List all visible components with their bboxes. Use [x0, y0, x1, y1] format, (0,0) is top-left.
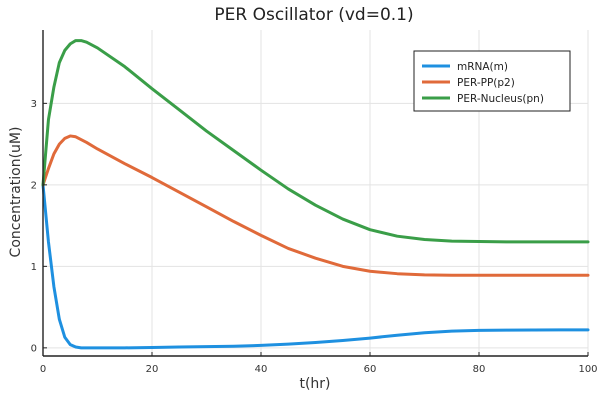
legend-label-2: PER-PP(p2) — [457, 77, 515, 89]
x-tick-label: 20 — [146, 364, 159, 375]
x-axis-label: t(hr) — [299, 376, 330, 392]
series-layer — [41, 39, 590, 350]
y-tick-label: 1 — [31, 262, 37, 273]
series-line-3 — [41, 39, 590, 244]
chart-title: PER Oscillator (vd=0.1) — [214, 5, 413, 25]
series-line-2 — [41, 134, 590, 277]
legend-label-3: PER-Nucleus(pn) — [457, 93, 544, 105]
series-line-1 — [41, 183, 590, 350]
x-tick-label: 60 — [364, 364, 377, 375]
legend: mRNA(m) PER-PP(p2) PER-Nucleus(pn) — [413, 50, 571, 112]
x-tick-label: 0 — [40, 364, 46, 375]
y-tick-label: 0 — [31, 343, 37, 354]
x-tick-label: 100 — [578, 364, 597, 375]
y-axis-label: Concentration(uM) — [8, 127, 24, 258]
x-tick-label: 40 — [255, 364, 268, 375]
y-tick-label: 2 — [31, 180, 37, 191]
tick-layer: 0 20 40 60 80 100 0 1 2 3 — [31, 99, 598, 375]
y-tick-label: 3 — [31, 99, 37, 110]
x-tick-label: 80 — [473, 364, 486, 375]
axis-layer — [42, 30, 588, 357]
legend-label-1: mRNA(m) — [457, 61, 508, 73]
